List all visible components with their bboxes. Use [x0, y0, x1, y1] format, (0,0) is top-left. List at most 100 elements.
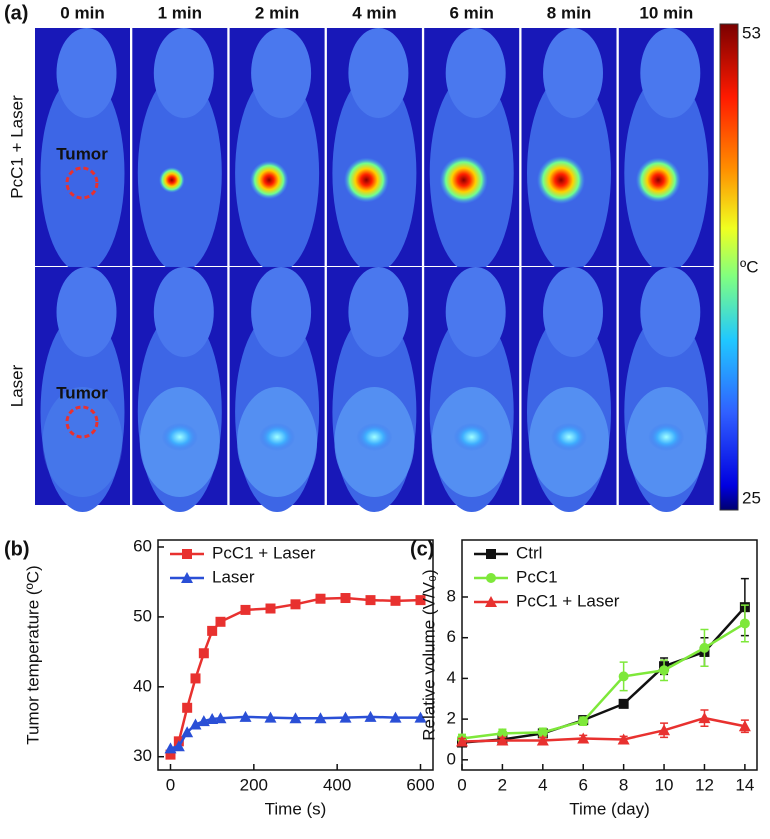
marker [577, 732, 590, 744]
marker [415, 595, 426, 606]
row-label: PcC1 + Laser [7, 95, 26, 199]
hot-spot [159, 167, 185, 193]
marker [165, 749, 176, 760]
marker [618, 698, 629, 709]
marker [389, 711, 402, 723]
marker [578, 716, 589, 727]
mouse-body [40, 312, 125, 512]
mouse-head [153, 28, 214, 118]
marker [340, 593, 351, 604]
x-tick-label: 600 [406, 775, 434, 794]
x-tick-label: 6 [578, 775, 587, 794]
y-tick-label: 50 [133, 606, 152, 625]
legend-label: PcC1 + Laser [212, 543, 316, 562]
tumor-circle [65, 166, 99, 200]
hot-spot [439, 156, 488, 204]
tumor-circle [65, 405, 99, 439]
glow [259, 423, 296, 451]
glow [356, 423, 393, 451]
glow [161, 423, 198, 451]
mouse-head [543, 28, 603, 118]
mouse-head [348, 267, 409, 357]
y-tick-label: 6 [447, 627, 456, 646]
panel-label: (c) [410, 538, 434, 560]
x-tick-label: 0 [166, 775, 175, 794]
marker [172, 740, 185, 752]
series-line [461, 606, 746, 744]
time-label: 6 min [449, 3, 493, 22]
marker [659, 665, 670, 676]
marker [198, 648, 209, 659]
x-tick-label: 400 [323, 775, 351, 794]
mouse-head [56, 28, 117, 118]
hot-spot [249, 160, 289, 200]
legend-label: PcC1 + Laser [516, 591, 620, 610]
y-tick-label: 8 [447, 586, 456, 605]
colorbar-max: 53 [742, 23, 761, 42]
row-label: Laser [7, 364, 26, 407]
marker [738, 720, 751, 732]
mouse-head [56, 267, 117, 357]
colorbar [719, 23, 739, 511]
colorbar-unit: ºC [740, 257, 759, 276]
mouse-head [251, 28, 312, 118]
marker [190, 673, 201, 684]
marker [239, 710, 252, 722]
time-label: 8 min [547, 3, 591, 22]
marker [698, 712, 711, 724]
mouse-head [251, 267, 312, 357]
x-tick-label: 4 [538, 775, 547, 794]
marker [206, 712, 219, 724]
x-axis-label: Time (day) [569, 799, 650, 818]
panel-label: (a) [4, 2, 28, 24]
time-label: 4 min [352, 3, 396, 22]
marker [658, 724, 671, 736]
time-label: 0 min [60, 3, 104, 22]
hot-spot [635, 157, 681, 203]
x-tick-label: 0 [457, 775, 466, 794]
marker [189, 718, 202, 730]
x-tick-label: 12 [695, 775, 714, 794]
marker [486, 573, 496, 583]
x-tick-label: 10 [655, 775, 674, 794]
colorbar-min: 25 [742, 488, 761, 507]
mouse-head [445, 28, 506, 118]
marker [181, 572, 193, 583]
marker [182, 702, 193, 713]
x-tick-label: 200 [240, 775, 268, 794]
tumor-label: Tumor [56, 383, 108, 402]
marker [414, 711, 427, 723]
marker [265, 603, 276, 614]
marker [536, 734, 549, 746]
glow [551, 423, 587, 451]
series-line [461, 622, 746, 740]
marker [365, 595, 376, 606]
legend-label: PcC1 [516, 567, 558, 586]
mouse-head [445, 267, 506, 357]
y-tick-label: 4 [447, 668, 456, 687]
legend-label: Laser [212, 567, 255, 586]
y-axis-label: Tumor temperature (ºC) [23, 565, 42, 744]
marker [390, 595, 401, 606]
marker [485, 596, 497, 607]
marker [364, 710, 377, 722]
y-tick-label: 30 [133, 746, 152, 765]
marker [182, 549, 192, 559]
x-axis-label: Time (s) [265, 799, 327, 818]
series-line [169, 596, 421, 756]
marker [290, 599, 301, 610]
x-tick-label: 8 [619, 775, 628, 794]
hot-spot [537, 156, 585, 204]
marker [497, 728, 508, 739]
marker [314, 712, 327, 724]
y-axis-label: Relative volume (V/V₀) [419, 569, 438, 740]
marker [739, 618, 750, 629]
y-tick-label: 40 [133, 676, 152, 695]
x-tick-label: 2 [498, 775, 507, 794]
y-tick-label: 60 [133, 536, 152, 555]
series-line [461, 716, 746, 743]
mouse-head [640, 28, 701, 118]
mouse-head [640, 267, 701, 357]
marker [240, 604, 251, 615]
marker [214, 712, 227, 724]
